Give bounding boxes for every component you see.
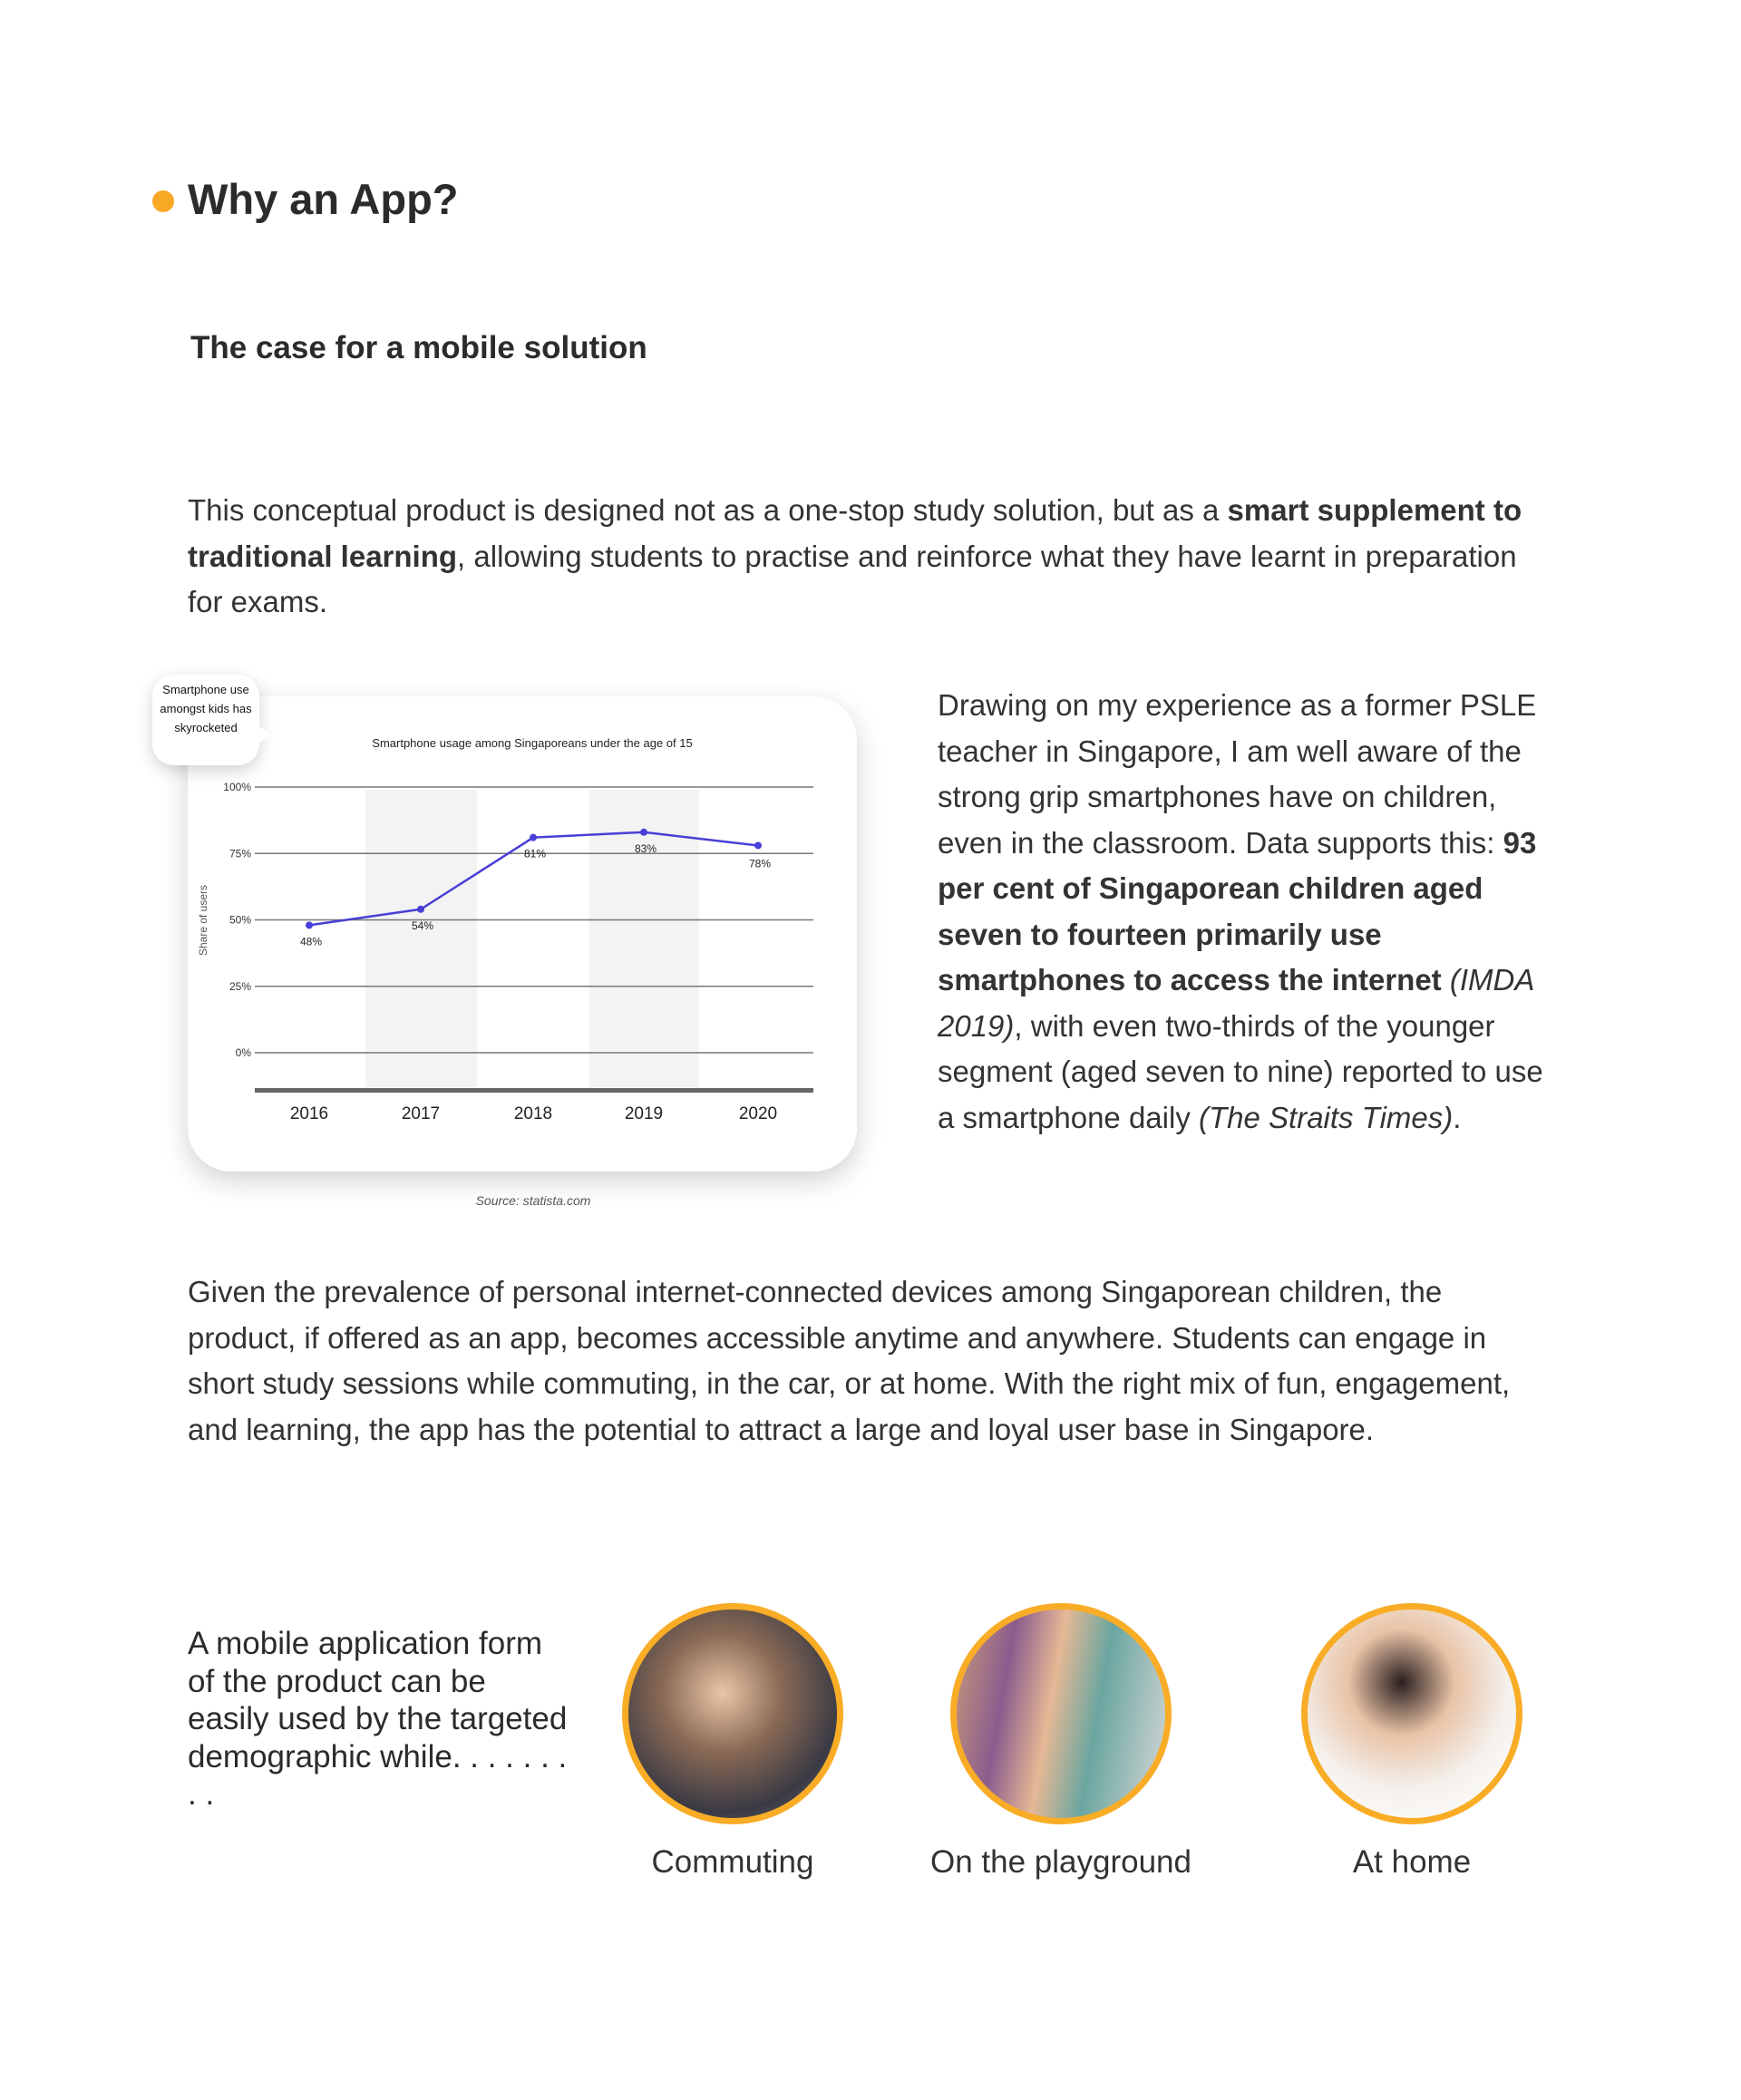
callout-bubble: Smartphone use amongst kids has skyrocke…	[152, 675, 272, 765]
x-tick-label: 2016	[290, 1104, 328, 1123]
chart-band	[365, 790, 477, 1087]
intro-text: This conceptual product is designed not …	[188, 493, 1228, 527]
data-point	[530, 833, 537, 841]
citation: (The Straits Times)	[1199, 1100, 1454, 1134]
chart-title: Smartphone usage among Singaporeans unde…	[372, 736, 692, 750]
usage-label-playground: On the playground	[930, 1844, 1191, 1880]
data-label: 54%	[412, 919, 433, 932]
mother-daughter-phone-photo	[1301, 1603, 1522, 1824]
x-tick-label: 2020	[739, 1104, 777, 1123]
kids-using-phones-photo	[950, 1603, 1172, 1824]
y-tick-label: 75%	[229, 847, 251, 860]
data-label: 78%	[749, 857, 771, 870]
y-tick-label: 25%	[229, 980, 251, 993]
data-point	[417, 905, 424, 913]
citation: (IMDA 2019)	[938, 963, 1534, 1043]
y-tick-label: 0%	[236, 1046, 252, 1059]
section-title: Why an App?	[188, 175, 459, 223]
x-tick-label: 2019	[625, 1104, 663, 1123]
data-label: 83%	[635, 842, 657, 855]
intro-paragraph: This conceptual product is designed not …	[188, 488, 1530, 626]
usage-label-home: At home	[1352, 1844, 1472, 1880]
experience-bold: 93 per cent of Singaporean children aged…	[938, 825, 1537, 997]
chart-source: Source: statista.com	[475, 1193, 591, 1208]
y-axis-label: Share of users	[197, 885, 209, 956]
chart-card: Smartphone usage among Singaporeans unde…	[188, 696, 857, 1172]
y-tick-label: 100%	[223, 781, 251, 793]
experience-paragraph: Drawing on my experience as a former PSL…	[938, 683, 1554, 1141]
boy-in-car-reading-photo	[622, 1603, 843, 1824]
data-point	[640, 828, 647, 836]
data-label: 48%	[300, 935, 322, 948]
data-point	[306, 921, 313, 929]
experience-text-3: .	[1453, 1100, 1462, 1134]
data-label: 81%	[524, 848, 546, 860]
x-axis-bar	[255, 1088, 813, 1093]
experience-text-2: , with even two-thirds of the younger se…	[938, 1008, 1543, 1134]
line-chart: Smartphone usage among Singaporeans unde…	[197, 736, 813, 1123]
intro-bold: smart supplement to traditional learning	[188, 493, 1522, 573]
y-tick-label: 50%	[229, 914, 251, 927]
intro-text-end: , allowing students to practise and rein…	[188, 539, 1517, 619]
experience-text: Drawing on my experience as a former PSL…	[938, 688, 1537, 860]
data-point	[754, 841, 762, 850]
x-tick-label: 2018	[514, 1104, 552, 1123]
section-subtitle: The case for a mobile solution	[190, 330, 647, 365]
prevalence-paragraph: Given the prevalence of personal interne…	[188, 1275, 1511, 1446]
chart-band	[589, 790, 699, 1087]
x-tick-label: 2017	[402, 1104, 440, 1123]
usage-lead: A mobile application form of the product…	[188, 1626, 568, 1812]
bullet-icon	[152, 190, 174, 212]
usage-label-commuting: Commuting	[651, 1844, 814, 1880]
